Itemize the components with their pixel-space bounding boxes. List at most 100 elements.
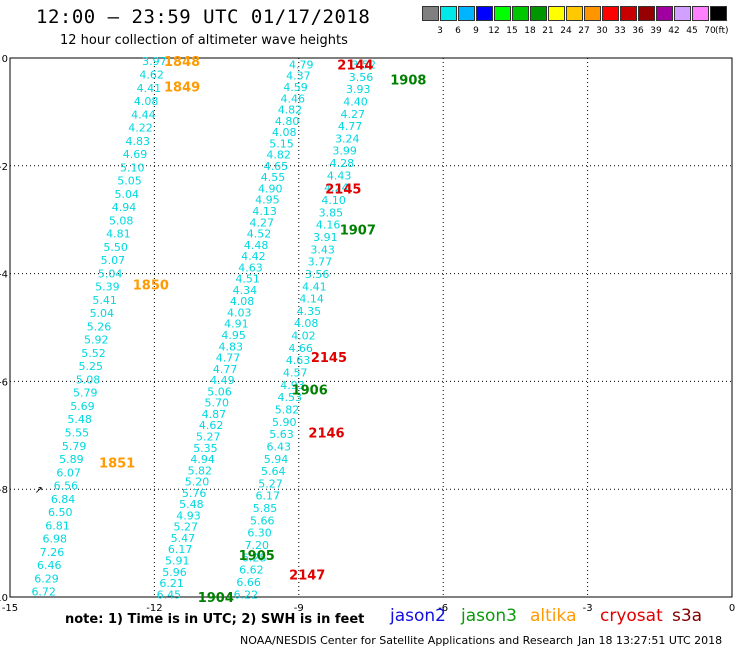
wave-height-value-jason3: 4.53 xyxy=(277,391,302,404)
wave-height-value-cryosat: 4.62 xyxy=(199,419,224,432)
wave-height-value-altika: 4.81 xyxy=(106,228,131,241)
wave-height-value-jason3: 4.43 xyxy=(327,169,352,182)
wave-height-value-altika: 6.56 xyxy=(54,480,79,493)
wave-height-value-altika: 6.46 xyxy=(37,559,62,572)
wave-height-value-altika: 4.62 xyxy=(139,68,164,81)
scale-swatch xyxy=(602,6,619,21)
wave-height-value-cryosat: 4.82 xyxy=(278,104,303,117)
wave-height-value-altika: 4.08 xyxy=(134,95,159,108)
scale-swatch xyxy=(494,6,511,21)
wave-height-value-cryosat: 4.63 xyxy=(238,261,263,274)
wave-height-value-cryosat: 4.34 xyxy=(233,284,258,297)
direction-marker: ↗ xyxy=(35,485,43,496)
wave-height-value-cryosat: 4.08 xyxy=(272,126,297,139)
time-label-cryosat: 2145 xyxy=(311,351,347,366)
wave-height-value-jason3: 6.22 xyxy=(234,588,259,601)
wave-height-value-cryosat: 4.37 xyxy=(286,70,311,83)
y-tick-label: -2 xyxy=(0,162,8,173)
scale-label: 15 xyxy=(506,26,518,36)
wave-height-value-cryosat: 4.65 xyxy=(264,160,289,173)
wave-height-value-jason3: 6.62 xyxy=(239,564,264,577)
wave-height-value-altika: 5.55 xyxy=(65,426,90,439)
wave-height-value-cryosat: 4.80 xyxy=(275,115,300,128)
scale-unit: (ft) xyxy=(715,26,729,36)
wave-height-value-jason3: 3.56 xyxy=(349,71,374,84)
x-tick-label: -3 xyxy=(583,603,593,614)
wave-height-value-jason3: 3.77 xyxy=(308,256,333,269)
scale-label: 45 xyxy=(686,26,698,36)
wave-height-value-jason3: 5.82 xyxy=(275,403,300,416)
wave-height-value-jason3: 5.94 xyxy=(264,453,289,466)
time-label-cryosat: 2144 xyxy=(337,58,373,73)
scale-label: 39 xyxy=(650,26,662,36)
x-tick-label: -15 xyxy=(2,603,18,614)
wave-height-value-altika: 5.92 xyxy=(84,334,109,347)
wave-height-value-jason3: 4.77 xyxy=(338,120,363,133)
footer-note: note: 1) Time is in UTC; 2) SWH is in fe… xyxy=(65,612,365,627)
wave-height-value-cryosat: 4.77 xyxy=(213,363,238,376)
wave-height-value-cryosat: 5.27 xyxy=(196,430,221,443)
wave-height-value-altika: 4.69 xyxy=(123,148,148,161)
time-label-altika: 1848 xyxy=(164,55,200,70)
wave-height-value-altika: 5.04 xyxy=(90,307,115,320)
wave-height-value-jason3: 4.41 xyxy=(302,280,327,293)
wave-height-value-jason3: 5.64 xyxy=(261,465,286,478)
wave-height-value-jason3: 5.90 xyxy=(272,416,297,429)
y-tick-label: -8 xyxy=(0,485,8,496)
scale-swatch xyxy=(620,6,637,21)
scale-swatch xyxy=(458,6,475,21)
wave-height-value-jason3: 4.27 xyxy=(341,108,366,121)
scale-label: 18 xyxy=(524,26,536,36)
wave-height-value-cryosat: 4.79 xyxy=(289,58,314,71)
time-label-jason3: 1907 xyxy=(340,223,376,238)
wave-height-value-jason3: 3.43 xyxy=(310,243,335,256)
wave-height-value-jason3: 4.16 xyxy=(316,219,341,232)
wave-height-value-altika: 5.39 xyxy=(95,281,120,294)
wave-height-value-cryosat: 6.17 xyxy=(168,543,193,556)
wave-height-value-jason3: 4.40 xyxy=(343,95,368,108)
wave-height-value-altika: 6.50 xyxy=(48,506,73,519)
scale-swatch xyxy=(476,6,493,21)
wave-height-value-jason3: 3.24 xyxy=(335,132,360,145)
wave-height-value-jason3: 6.30 xyxy=(247,527,272,540)
wave-height-value-cryosat: 4.90 xyxy=(258,182,283,195)
wave-height-value-cryosat: 4.83 xyxy=(219,340,244,353)
wave-height-value-jason3: 6.17 xyxy=(256,490,281,503)
y-tick-label: -6 xyxy=(0,377,8,388)
wave-height-value-altika: 5.79 xyxy=(62,440,87,453)
wave-height-value-cryosat: 5.70 xyxy=(204,397,229,410)
wave-height-value-jason3: 3.93 xyxy=(346,83,371,96)
wave-height-value-altika: 4.22 xyxy=(128,122,153,135)
wave-height-value-altika: 5.26 xyxy=(87,320,112,333)
wave-height-value-cryosat: 5.47 xyxy=(171,532,196,545)
wave-height-value-jason3: 4.24 xyxy=(324,182,349,195)
scale-swatch xyxy=(548,6,565,21)
legend-altika: altika xyxy=(530,606,577,626)
y-tick-label: -10 xyxy=(0,593,8,604)
wave-height-value-altika: 6.72 xyxy=(31,586,56,599)
legend-jason2: jason2 xyxy=(390,606,446,626)
scale-swatch xyxy=(422,6,439,21)
scale-swatch xyxy=(674,6,691,21)
wave-height-value-altika: 4.83 xyxy=(126,135,151,148)
x-tick-label: -9 xyxy=(294,603,304,614)
wave-height-value-cryosat: 5.82 xyxy=(188,464,213,477)
wave-height-value-cryosat: 5.76 xyxy=(182,487,207,500)
wave-height-value-altika: 5.89 xyxy=(59,453,84,466)
wave-height-value-altika: 5.79 xyxy=(73,387,98,400)
wave-height-value-cryosat: 4.42 xyxy=(241,250,266,263)
wave-height-value-jason3: 6.66 xyxy=(236,576,261,589)
wave-height-value-cryosat: 4.51 xyxy=(235,273,260,286)
time-label-cryosat: 2146 xyxy=(308,427,344,442)
wave-height-value-altika: 6.81 xyxy=(45,519,70,532)
scale-swatch xyxy=(566,6,583,21)
wave-height-value-cryosat: 4.87 xyxy=(202,408,227,421)
wave-height-value-cryosat: 5.20 xyxy=(185,476,210,489)
time-label-jason3: 1905 xyxy=(239,549,275,564)
wave-height-value-altika: 5.50 xyxy=(103,241,128,254)
wave-height-value-cryosat: 4.55 xyxy=(261,171,286,184)
wave-height-value-cryosat: 4.82 xyxy=(266,149,291,162)
scale-label: 27 xyxy=(578,26,590,36)
wave-height-value-altika: 5.07 xyxy=(101,254,126,267)
